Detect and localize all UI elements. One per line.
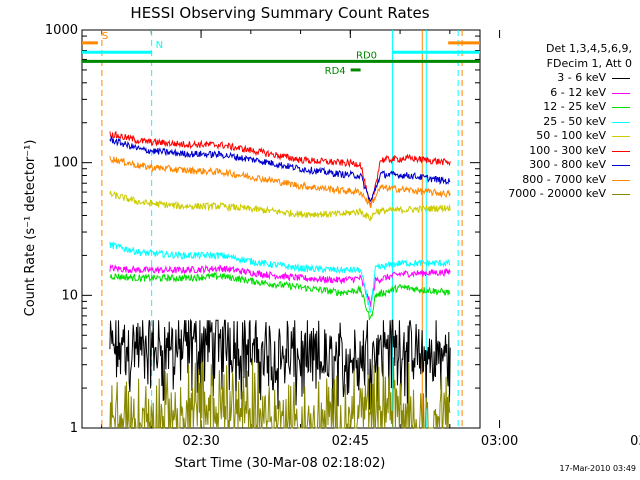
series-line <box>109 318 451 416</box>
y-tick-label: 1000 <box>45 23 78 38</box>
series-line <box>109 264 451 308</box>
x-axis-label: Start Time (30-Mar-08 02:18:02) <box>175 456 386 471</box>
x-tick-label: 02:30 <box>182 434 219 449</box>
legend-swatch <box>612 194 630 195</box>
legend-swatch <box>612 107 630 108</box>
legend-item: 300 - 800 keV <box>492 158 636 173</box>
legend-item: 7000 - 20000 keV <box>492 187 636 202</box>
legend-label: 6 - 12 keV <box>550 85 606 99</box>
x-tick-label: 03:15 <box>630 434 640 449</box>
series-line <box>109 135 451 203</box>
mode-bar-label: N <box>156 40 163 51</box>
series-line <box>109 357 451 429</box>
legend-label: 800 - 7000 keV <box>522 172 606 186</box>
legend-label: 100 - 300 keV <box>529 143 606 157</box>
mode-bar-label: RD0 <box>356 50 377 61</box>
legend-swatch <box>612 78 630 79</box>
legend-item: 3 - 6 keV <box>492 71 636 86</box>
mode-bar-label: S <box>102 31 108 42</box>
generation-timestamp: 17-Mar-2010 03:49 <box>559 464 637 473</box>
mode-bar-label: RD4 <box>325 66 346 77</box>
x-tick-label: 03:00 <box>481 434 518 449</box>
plot-area: 110100100002:3002:4503:0003:1503:3003:45… <box>45 23 640 449</box>
legend-label: 12 - 25 keV <box>543 100 606 113</box>
series-line <box>109 271 451 321</box>
legend-label: 7000 - 20000 keV <box>508 187 606 200</box>
y-tick-label: 100 <box>53 156 78 171</box>
legend-label: 25 - 50 keV <box>543 114 606 128</box>
y-tick-label: 10 <box>61 288 78 303</box>
legend-item: 25 - 50 keV <box>492 115 636 130</box>
chart-title: HESSI Observing Summary Count Rates <box>130 4 429 22</box>
legend-label: 50 - 100 keV <box>536 129 606 142</box>
legend-header-line-2: FDecim 1, Att 0 <box>546 56 632 70</box>
legend: Det 1,3,4,5,6,9, FDecim 1, Att 0 3 - 6 k… <box>492 42 636 202</box>
legend-rows: 3 - 6 keV 6 - 12 keV 12 - 25 keV 25 - 50 ke… <box>492 71 636 202</box>
y-tick-label: 1 <box>70 421 78 436</box>
series-line <box>109 155 451 209</box>
legend-item: 12 - 25 keV <box>492 100 636 115</box>
series-line <box>109 130 451 208</box>
legend-header-line-1: Det 1,3,4,5,6,9, <box>545 42 632 55</box>
legend-swatch <box>612 121 630 123</box>
legend-swatch <box>612 165 630 166</box>
legend-label: 3 - 6 keV <box>557 71 606 84</box>
y-axis-label: Count Rate (s⁻¹ detector⁻¹) <box>23 140 38 317</box>
legend-item: 800 - 7000 keV <box>492 173 636 188</box>
legend-item: 50 - 100 keV <box>492 129 636 144</box>
series-line <box>109 240 451 314</box>
legend-label: 300 - 800 keV <box>529 158 606 171</box>
series-line <box>109 190 451 222</box>
legend-swatch <box>612 179 630 181</box>
legend-item: 6 - 12 keV <box>492 86 636 101</box>
legend-swatch <box>612 136 630 137</box>
legend-swatch <box>612 92 630 94</box>
legend-swatch <box>612 150 630 152</box>
x-tick-label: 02:45 <box>332 434 369 449</box>
legend-item: 100 - 300 keV <box>492 144 636 159</box>
